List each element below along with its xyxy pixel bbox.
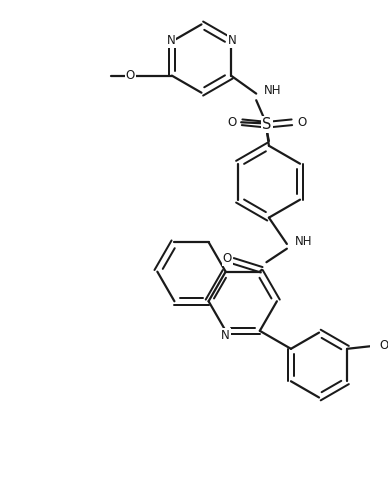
Text: O: O [379,339,388,352]
Text: N: N [166,34,175,47]
Text: O: O [126,69,135,82]
Text: O: O [227,116,236,129]
Text: S: S [262,117,272,132]
Text: N: N [221,329,230,342]
Text: O: O [298,116,307,129]
Text: NH: NH [294,235,312,247]
Text: O: O [223,252,232,265]
Text: N: N [228,34,236,47]
Text: NH: NH [264,84,281,97]
